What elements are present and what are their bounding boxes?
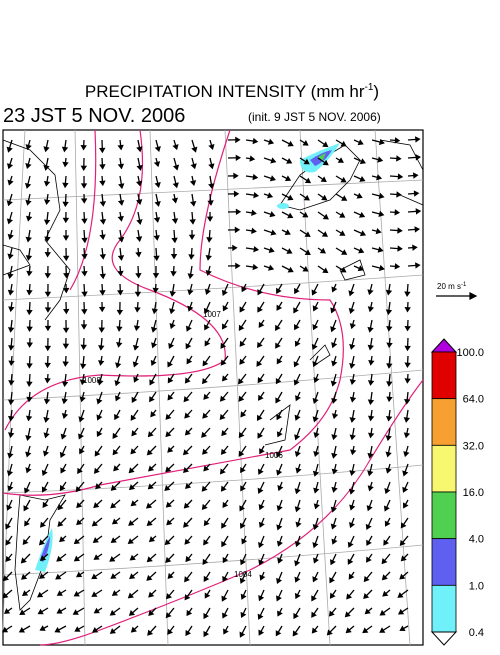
colorbar-label: 16.0	[463, 487, 484, 499]
colorbar-label: 64.0	[463, 394, 484, 406]
colorbar-label: 0.4	[469, 627, 484, 639]
wind-scale-label: 20 m s-1	[437, 282, 467, 291]
colorbar-label: 1.0	[469, 580, 484, 592]
colorbar-segment	[432, 539, 456, 586]
map-area: 1007 1008 1006 1004	[3, 130, 423, 645]
colorbar-label: 100.0	[456, 347, 484, 359]
isobar-label: 1006	[265, 451, 283, 460]
colorbar-label: 4.0	[469, 534, 484, 546]
colorbar-segment	[432, 585, 456, 632]
colorbar-label: 32.0	[463, 440, 484, 452]
wind-scale-arrow	[436, 293, 476, 299]
colorbar-segment	[432, 492, 456, 539]
init-time: (init. 9 JST 5 NOV. 2006)	[248, 110, 381, 124]
colorbar-segment	[432, 352, 456, 399]
colorbar-cap	[432, 339, 456, 352]
colorbar-cap	[432, 632, 456, 645]
colorbar-segment	[432, 445, 456, 492]
colorbar: 100.0 64.0 32.0 16.0 4.0 1.0 0.4	[432, 339, 484, 645]
title: PRECIPITATION INTENSITY (mm hr-1)	[85, 82, 379, 101]
valid-time: 23 JST 5 NOV. 2006	[3, 105, 185, 127]
colorbar-segment	[432, 399, 456, 446]
